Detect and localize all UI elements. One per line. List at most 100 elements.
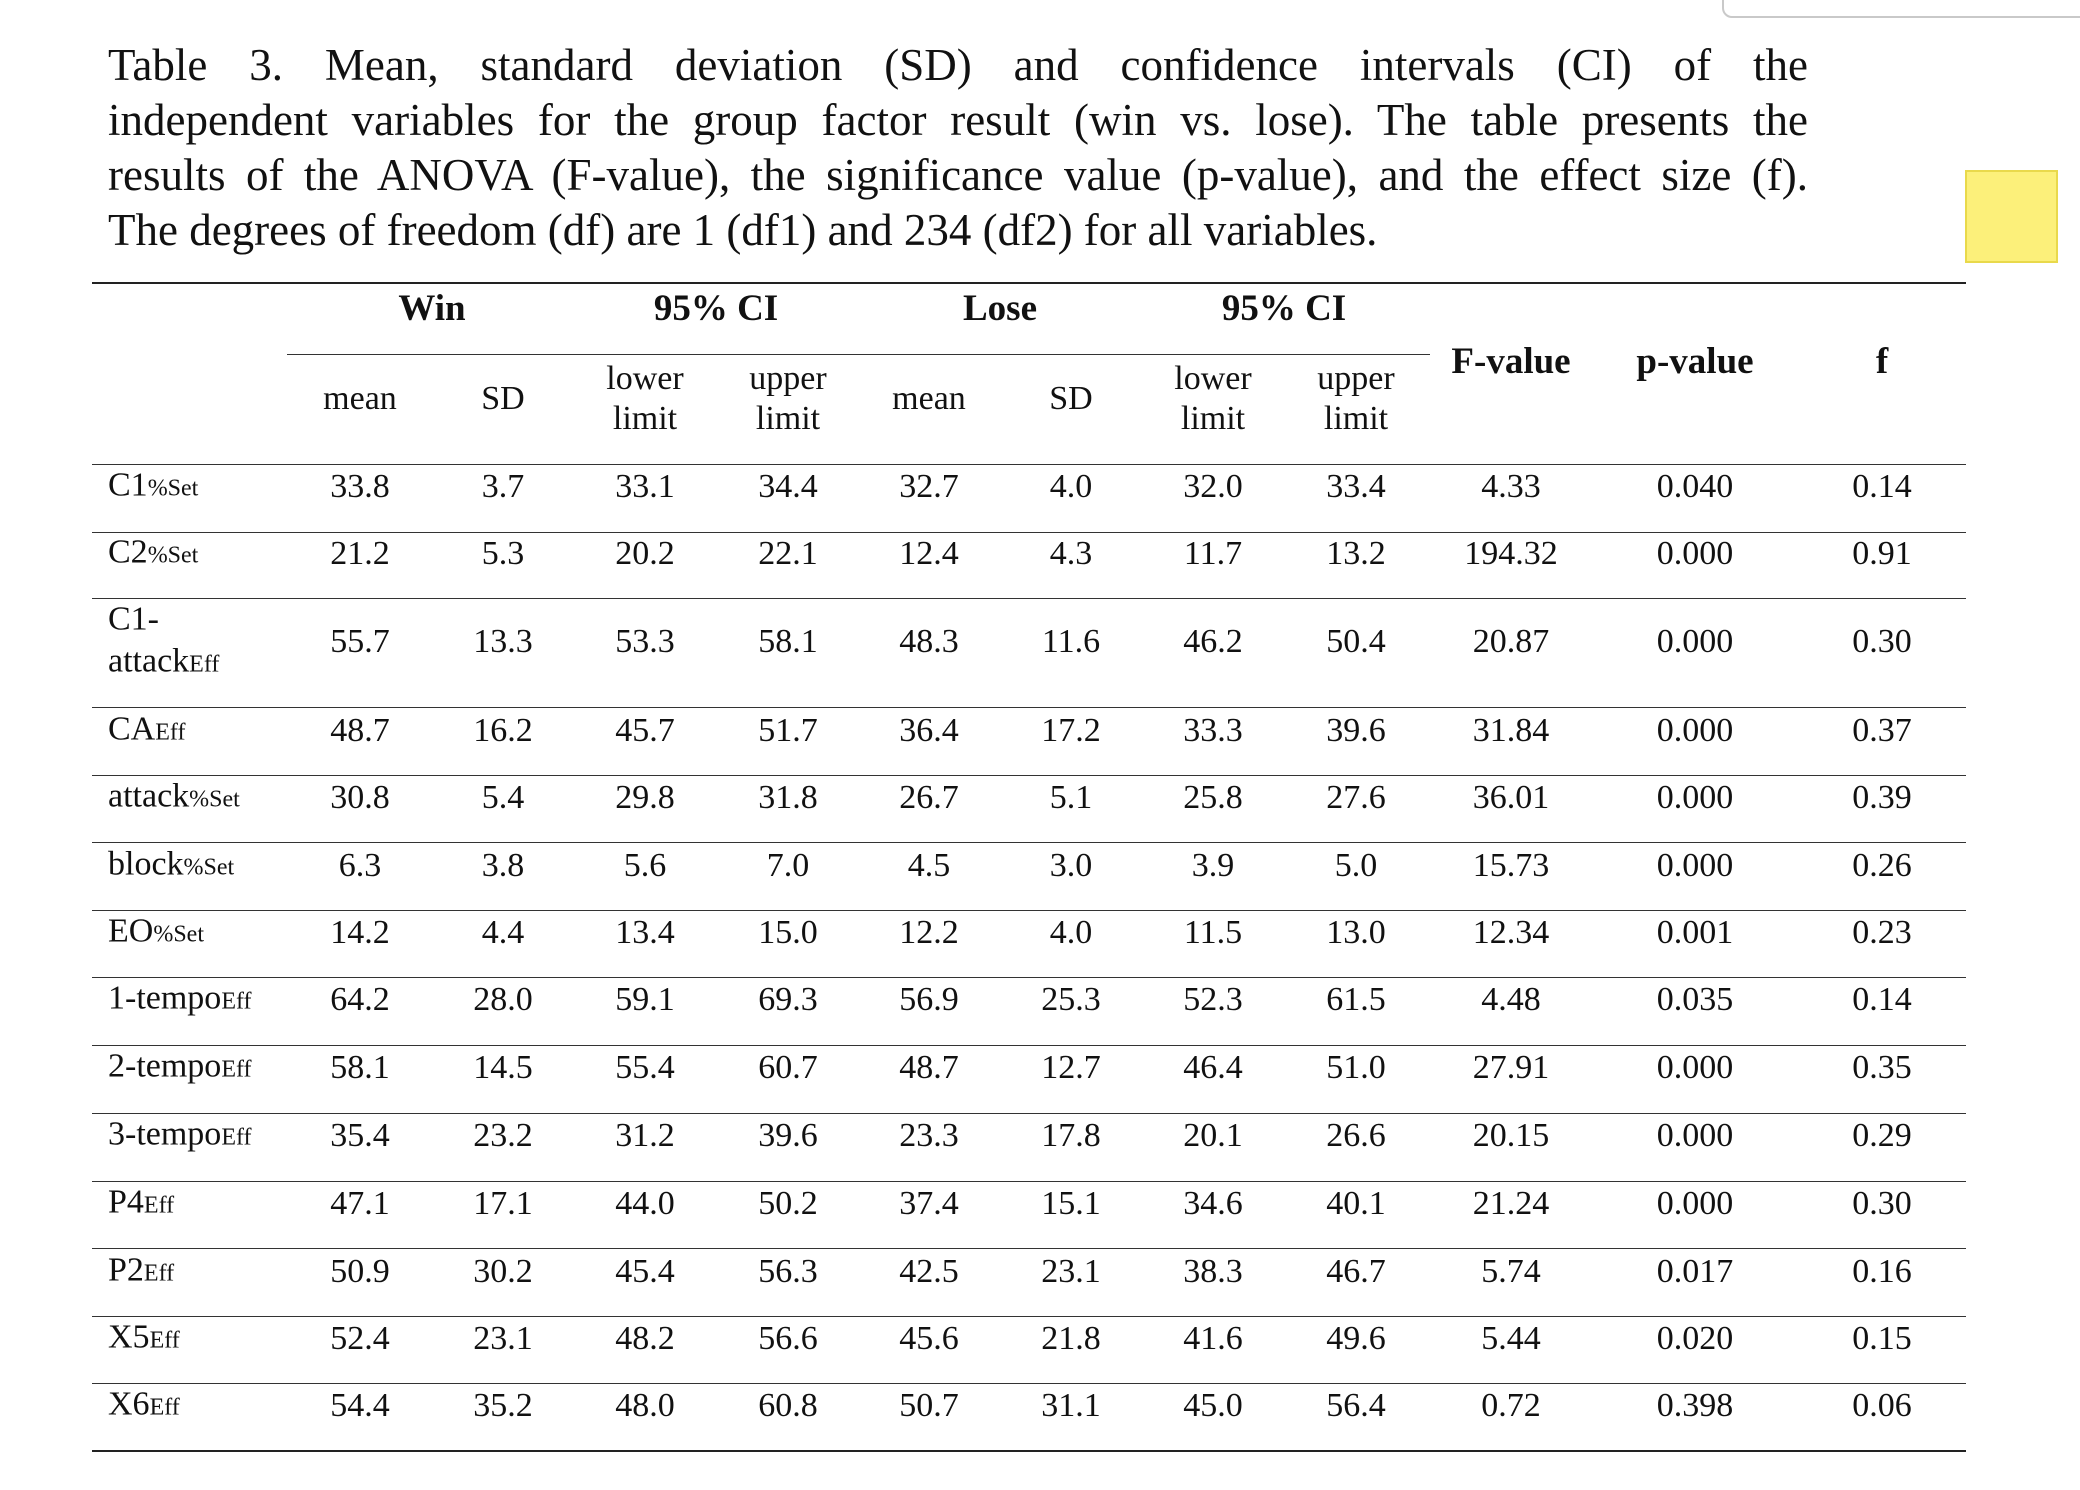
table-cell: 33.1 [615,468,675,505]
table-cell: 0.91 [1852,535,1912,572]
table-cell: 28.0 [473,981,533,1018]
subcolumn-header: SD [1049,380,1093,417]
table-cell: 3.7 [481,468,525,505]
table-cell: 48.0 [615,1387,675,1424]
table-cell: 54.4 [330,1387,390,1424]
table-cell: 45.4 [615,1253,675,1290]
column-group-header: Win [398,288,466,329]
table-cell: 34.6 [1183,1185,1243,1222]
table-rule [92,1113,1966,1114]
table-cell: 52.4 [330,1320,390,1357]
table-cell: 39.6 [758,1117,818,1154]
table-rule [92,598,1966,599]
table-cell: 0.14 [1852,981,1912,1018]
table-cell: 31.2 [615,1117,675,1154]
table-cell: 50.7 [899,1387,959,1424]
table-cell: 60.8 [758,1387,818,1424]
table-cell: 56.9 [899,981,959,1018]
table-cell: 4.33 [1481,468,1541,505]
table-cell: 0.29 [1852,1117,1912,1154]
table-cell: 17.1 [473,1185,533,1222]
table-cell: 33.3 [1183,712,1243,749]
table-cell: 56.4 [1326,1387,1386,1424]
table-cell: 5.3 [481,535,525,572]
table-cell: 64.2 [330,981,390,1018]
table-cell: 4.3 [1049,535,1093,572]
row-label: 1-tempoEff [108,979,252,1017]
table-cell: 21.2 [330,535,390,572]
caption-line: results of the ANOVA (F-value), the sign… [108,150,1808,200]
subcolumn-header: upper limit [1317,360,1395,437]
table-cell: 3.0 [1049,847,1093,884]
table-cell: 0.39 [1852,779,1912,816]
table-cell: 23.2 [473,1117,533,1154]
table-cell: 56.6 [758,1320,818,1357]
table-cell: 40.1 [1326,1185,1386,1222]
table-cell: 0.000 [1656,535,1734,572]
sticky-note[interactable] [1965,170,2058,263]
table-cell: 7.0 [766,847,810,884]
table-cell: 11.6 [1041,623,1101,660]
table-rule [92,1181,1966,1182]
table-cell: 22.1 [758,535,818,572]
table-cell: 4.4 [481,914,525,951]
table-cell: 0.06 [1852,1387,1912,1424]
table-cell: 48.7 [330,712,390,749]
table-cell: 53.3 [615,623,675,660]
table-cell: 6.3 [338,847,382,884]
table-cell: 23.1 [473,1320,533,1357]
table-cell: 0.001 [1656,914,1734,951]
table-cell: 46.4 [1183,1049,1243,1086]
row-label: C1%Set [108,466,199,504]
table-cell: 35.2 [473,1387,533,1424]
table-cell: 45.7 [615,712,675,749]
table-cell: 0.23 [1852,914,1912,951]
row-label: 2-tempoEff [108,1047,252,1085]
row-label: X5Eff [108,1318,180,1356]
table-cell: 5.0 [1334,847,1378,884]
table-cell: 0.15 [1852,1320,1912,1357]
table-cell: 5.74 [1481,1253,1541,1290]
table-cell: 23.3 [899,1117,959,1154]
table-cell: 13.4 [615,914,675,951]
table-rule [92,1316,1966,1317]
table-cell: 11.7 [1183,535,1243,572]
table-cell: 45.6 [899,1320,959,1357]
table-cell: 36.01 [1472,779,1550,816]
table-cell: 31.1 [1041,1387,1101,1424]
table-rule [287,354,1430,355]
table-cell: 59.1 [615,981,675,1018]
table-cell: 20.1 [1183,1117,1243,1154]
table-cell: 4.48 [1481,981,1541,1018]
table-cell: 5.1 [1049,779,1093,816]
table-cell: 0.35 [1852,1049,1912,1086]
table-cell: 48.2 [615,1320,675,1357]
table-cell: 0.26 [1852,847,1912,884]
table-cell: 30.8 [330,779,390,816]
row-label: P2Eff [108,1251,175,1289]
table-cell: 60.7 [758,1049,818,1086]
table-cell: 33.4 [1326,468,1386,505]
table-cell: 0.000 [1656,1049,1734,1086]
table-cell: 23.1 [1041,1253,1101,1290]
table-cell: 0.30 [1852,1185,1912,1222]
table-cell: 25.8 [1183,779,1243,816]
stat-column-header: F-value [1451,341,1571,382]
table-cell: 38.3 [1183,1253,1243,1290]
table-rule [92,1383,1966,1384]
table-cell: 20.2 [615,535,675,572]
table-cell: 12.4 [899,535,959,572]
table-cell: 45.0 [1183,1387,1243,1424]
row-label: CAEff [108,710,186,748]
table-rule [92,1045,1966,1046]
stat-column-header: f [1875,341,1889,382]
table-cell: 39.6 [1326,712,1386,749]
table-cell: 58.1 [758,623,818,660]
table-cell: 0.000 [1656,1185,1734,1222]
table-cell: 21.8 [1041,1320,1101,1357]
table-cell: 46.7 [1326,1253,1386,1290]
table-cell: 4.0 [1049,914,1093,951]
table-cell: 13.0 [1326,914,1386,951]
table-cell: 69.3 [758,981,818,1018]
table-cell: 12.7 [1041,1049,1101,1086]
